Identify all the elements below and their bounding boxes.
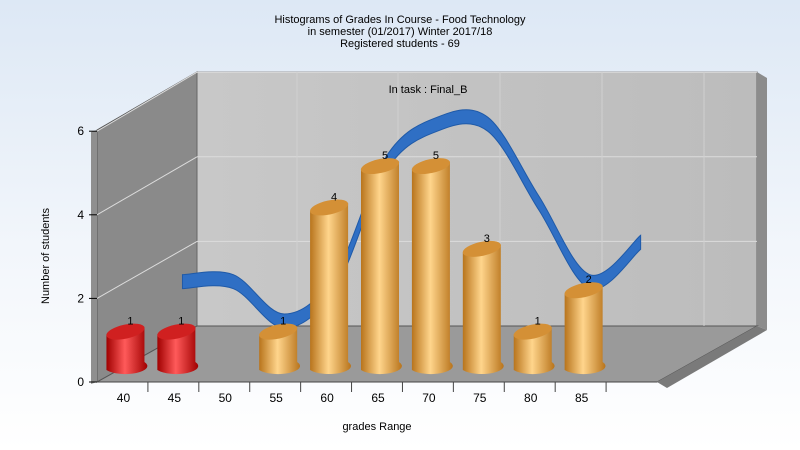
- gridline-left: [96, 71, 198, 132]
- gridline-left: [96, 240, 198, 299]
- y-tick-label: 0: [77, 375, 84, 389]
- y-tick-label: 2: [77, 291, 84, 305]
- x-tick-label: 55: [270, 391, 284, 405]
- data-label: 2: [586, 274, 592, 286]
- bar: 1: [106, 316, 148, 375]
- bar-cap: [259, 323, 298, 340]
- gridline-left: [96, 156, 198, 216]
- data-label: 4: [331, 191, 337, 203]
- data-label: 1: [178, 316, 184, 328]
- bar: 5: [411, 150, 453, 375]
- x-tick-label: 65: [371, 391, 385, 405]
- bar-cap: [157, 323, 196, 340]
- y-tick-label: 4: [77, 208, 84, 222]
- bar-cap: [564, 282, 603, 299]
- bars: 1 1 1 4 5 5 3 1 2: [106, 150, 606, 375]
- floor-shadow: [657, 326, 767, 388]
- bar-cap: [411, 158, 451, 175]
- chart-title-line-3: Registered students - 69: [340, 38, 460, 50]
- chart-title-line-1: Histograms of Grades In Course - Food Te…: [274, 14, 526, 26]
- bar-body: [462, 244, 504, 375]
- x-tick-label: 75: [473, 391, 487, 405]
- right-wall-edge: [757, 72, 767, 330]
- x-tick-label: 80: [524, 391, 538, 405]
- bar: 1: [157, 316, 199, 375]
- bar-cap: [462, 240, 501, 257]
- chart-title-line-2: in semester (01/2017) Winter 2017/18: [308, 26, 493, 38]
- x-tick-label: 85: [575, 391, 589, 405]
- bar: 1: [513, 316, 555, 375]
- data-label: 1: [535, 316, 541, 328]
- bar: 4: [309, 191, 351, 375]
- y-axis-label: Number of students: [40, 208, 52, 304]
- x-tick-label: 50: [219, 391, 233, 405]
- y-tick-label: 6: [77, 124, 84, 138]
- x-tick-label: 60: [320, 391, 334, 405]
- data-label: 1: [280, 316, 286, 328]
- data-label: 5: [433, 150, 439, 162]
- bar-cap: [513, 323, 552, 340]
- bar-cap: [360, 158, 400, 175]
- x-tick-label: 45: [168, 391, 182, 405]
- bar: 3: [462, 233, 504, 375]
- data-label: 5: [382, 150, 388, 162]
- bar-cap: [309, 199, 349, 216]
- bar-body: [361, 162, 402, 375]
- bar: 1: [259, 316, 301, 375]
- task-annotation: In task : Final_B: [389, 84, 468, 96]
- bar-body: [564, 286, 606, 375]
- bar-cap: [106, 323, 145, 340]
- x-tick-label: 40: [117, 391, 131, 405]
- bar: 5: [360, 150, 402, 375]
- y-tick-labels: 0 2 4 6: [77, 124, 97, 389]
- x-axis-label: grades Range: [342, 421, 411, 433]
- bar-body: [411, 162, 453, 375]
- x-tick-label: 70: [422, 391, 436, 405]
- data-label: 1: [127, 316, 133, 328]
- data-label: 3: [484, 233, 490, 245]
- chart-title: Histograms of Grades In Course - Food Te…: [274, 14, 526, 50]
- bar: 2: [564, 274, 606, 375]
- bar-body: [310, 203, 351, 375]
- x-tick-labels: 40 45 50 55 60 65 70 75 80 85: [97, 381, 657, 405]
- left-wall-shadow: [91, 130, 97, 384]
